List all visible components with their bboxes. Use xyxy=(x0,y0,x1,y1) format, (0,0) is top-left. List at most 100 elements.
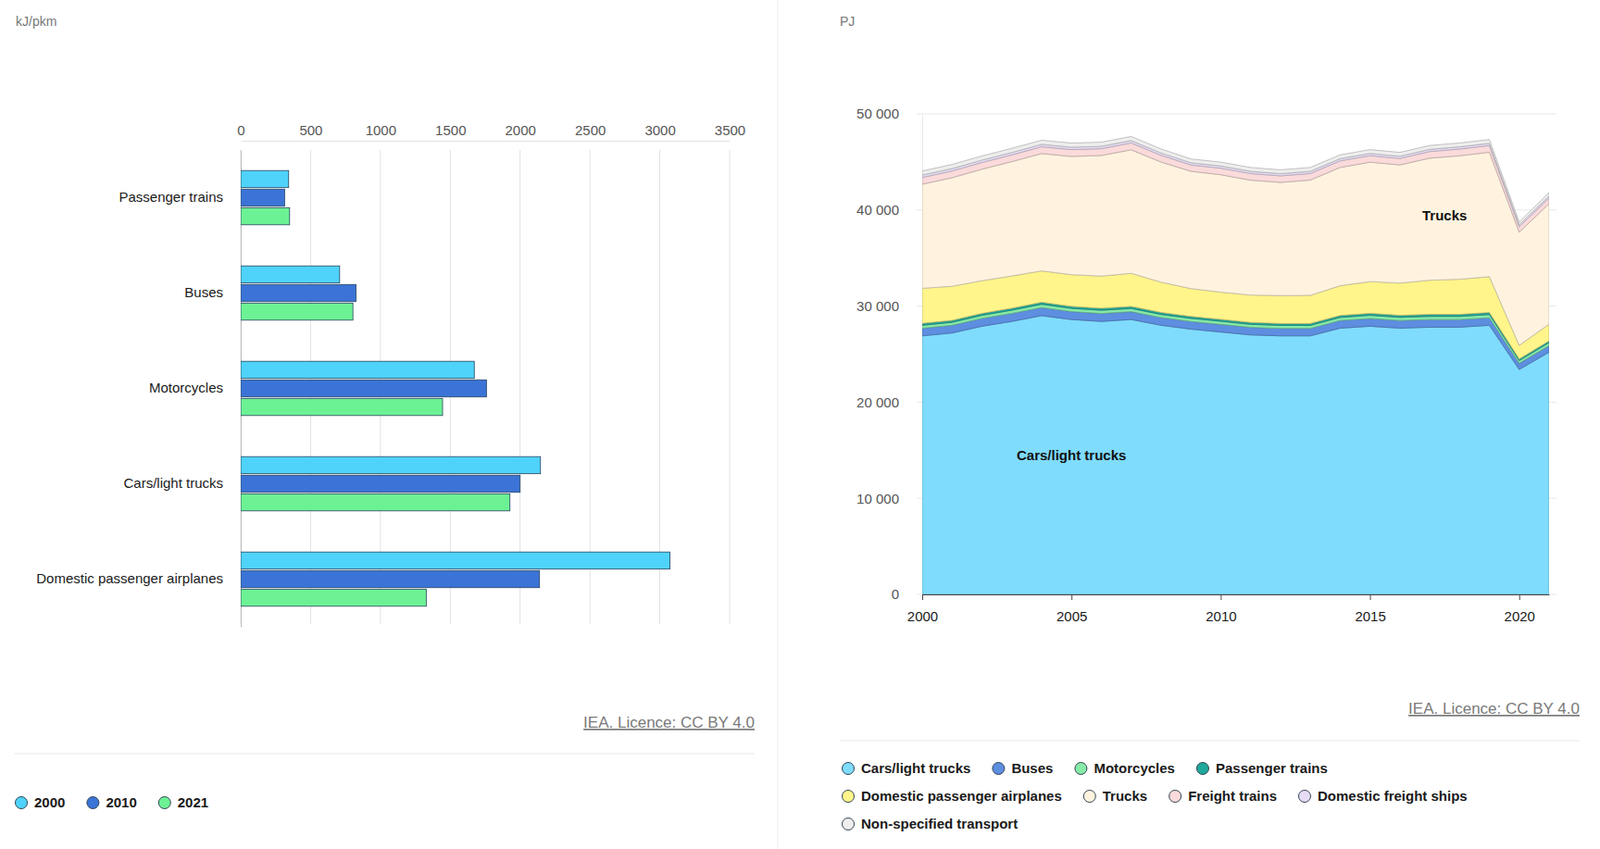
legend-swatch xyxy=(158,797,171,810)
y-axis: Passenger trainsBusesMotorcyclesCars/lig… xyxy=(36,150,241,628)
axis-line xyxy=(923,594,1550,596)
tick: Buses xyxy=(184,284,224,300)
bar xyxy=(240,588,426,606)
axis-unit-label: PJ xyxy=(839,13,855,29)
tick: 10 000 xyxy=(856,490,923,507)
tick-mark xyxy=(1071,594,1073,600)
legend-swatch xyxy=(1075,762,1088,775)
legend-swatch xyxy=(1083,790,1096,803)
tick-label: 2500 xyxy=(575,122,606,138)
tick: 20 000 xyxy=(856,394,923,411)
legend-item: Trucks xyxy=(1083,787,1148,804)
tick: 500 xyxy=(299,122,323,141)
legend: Cars/light trucksBusesMotorcyclesPasseng… xyxy=(842,760,1468,832)
grid xyxy=(240,150,730,625)
bar xyxy=(240,475,521,492)
footer-divider xyxy=(839,740,1580,742)
tick: 2010 xyxy=(1205,594,1237,625)
bar xyxy=(240,379,487,397)
grid xyxy=(916,113,1557,595)
chart-svg: kJ/pkm 0 500 1000 1500 2000 2500 3000 3500 Passen… xyxy=(0,0,1600,849)
legend-swatch xyxy=(1299,790,1312,803)
tick-label: 2005 xyxy=(1056,608,1088,625)
legend-label: Freight trains xyxy=(1187,787,1277,804)
legend-label: 2021 xyxy=(177,794,209,811)
legend-label: Motorcycles xyxy=(1093,760,1175,776)
tick-mark xyxy=(922,594,924,600)
legend-label: Cars/light trucks xyxy=(861,760,971,776)
tick-label: 2000 xyxy=(907,608,938,625)
tick: 30 000 xyxy=(856,298,923,314)
area xyxy=(922,136,1550,225)
tick-label: 1000 xyxy=(365,122,397,138)
category-label: Buses xyxy=(184,284,224,300)
tick: 3500 xyxy=(714,122,746,141)
tick: 40 000 xyxy=(856,201,923,218)
legend-item: Domestic passenger airplanes xyxy=(842,787,1063,804)
grid-line xyxy=(916,113,1557,115)
legend-item: Passenger trains xyxy=(1196,760,1327,776)
tick: Cars/light trucks xyxy=(123,475,224,491)
legend-item: 2021 xyxy=(158,794,209,811)
tick-label: 0 xyxy=(891,586,900,602)
category-label: Passenger trains xyxy=(118,188,224,205)
tick: 50 000 xyxy=(856,105,923,122)
tick-label: 2020 xyxy=(1504,608,1536,625)
tick-label: 3500 xyxy=(714,122,746,138)
tick: 2005 xyxy=(1056,594,1088,625)
bar xyxy=(240,551,671,569)
tick: 3000 xyxy=(644,122,675,141)
tick-label: 2010 xyxy=(1205,608,1237,625)
tick-label: 30 000 xyxy=(856,298,900,314)
tick-label: 0 xyxy=(237,122,245,138)
footer-divider xyxy=(13,753,755,755)
x-axis: 0500100015002000250030003500 xyxy=(237,122,746,142)
tick: Passenger trains xyxy=(118,188,224,205)
tick-mark xyxy=(1220,594,1222,600)
legend-label: 2000 xyxy=(34,794,65,811)
tick: 2020 xyxy=(1504,594,1536,625)
tick-mark xyxy=(1370,594,1372,600)
areas xyxy=(922,136,1550,595)
legend-swatch xyxy=(842,790,855,803)
bar xyxy=(240,207,290,225)
legend-item: Non-specified transport xyxy=(842,815,1019,832)
bar xyxy=(240,188,285,206)
bar xyxy=(240,493,511,511)
tick-label: 20 000 xyxy=(856,394,900,411)
annotation: Cars/light trucks xyxy=(1016,447,1126,463)
tick: 1000 xyxy=(365,122,397,141)
legend-label: 2010 xyxy=(105,794,137,811)
tick-label: 1500 xyxy=(435,122,466,138)
legend-label: Trucks xyxy=(1102,787,1148,804)
bar xyxy=(240,170,289,188)
legend-item: Freight trains xyxy=(1169,787,1277,804)
legend-swatch xyxy=(1169,790,1182,803)
area xyxy=(922,140,1550,227)
legend-swatch xyxy=(842,818,855,831)
tick: 0 xyxy=(237,122,245,141)
bar xyxy=(240,302,353,320)
bar xyxy=(240,570,540,588)
tick-label: 40 000 xyxy=(856,201,900,218)
legend-label: Domestic freight ships xyxy=(1317,787,1468,804)
bar xyxy=(240,361,475,378)
legend-label: Non-specified transport xyxy=(861,815,1018,832)
axis-unit-label: kJ/pkm xyxy=(15,13,57,29)
area xyxy=(922,315,1550,595)
source-note: IEA. Licence: CC BY 4.0 xyxy=(583,713,755,732)
panel-divider xyxy=(777,0,779,849)
legend: 2000 2010 2021 xyxy=(15,794,210,811)
x-axis: 20002005201020152020 xyxy=(907,594,1550,625)
bar xyxy=(240,284,356,301)
tick: 0 xyxy=(891,586,923,602)
tick: 2000 xyxy=(907,594,938,625)
grid-line xyxy=(729,150,731,625)
tick: 2500 xyxy=(575,122,606,141)
area xyxy=(922,142,1550,232)
legend-label: Domestic passenger airplanes xyxy=(861,787,1063,804)
bar xyxy=(240,456,541,474)
tick: 1500 xyxy=(435,122,466,141)
area xyxy=(922,150,1550,346)
tick-label: 500 xyxy=(299,122,323,138)
